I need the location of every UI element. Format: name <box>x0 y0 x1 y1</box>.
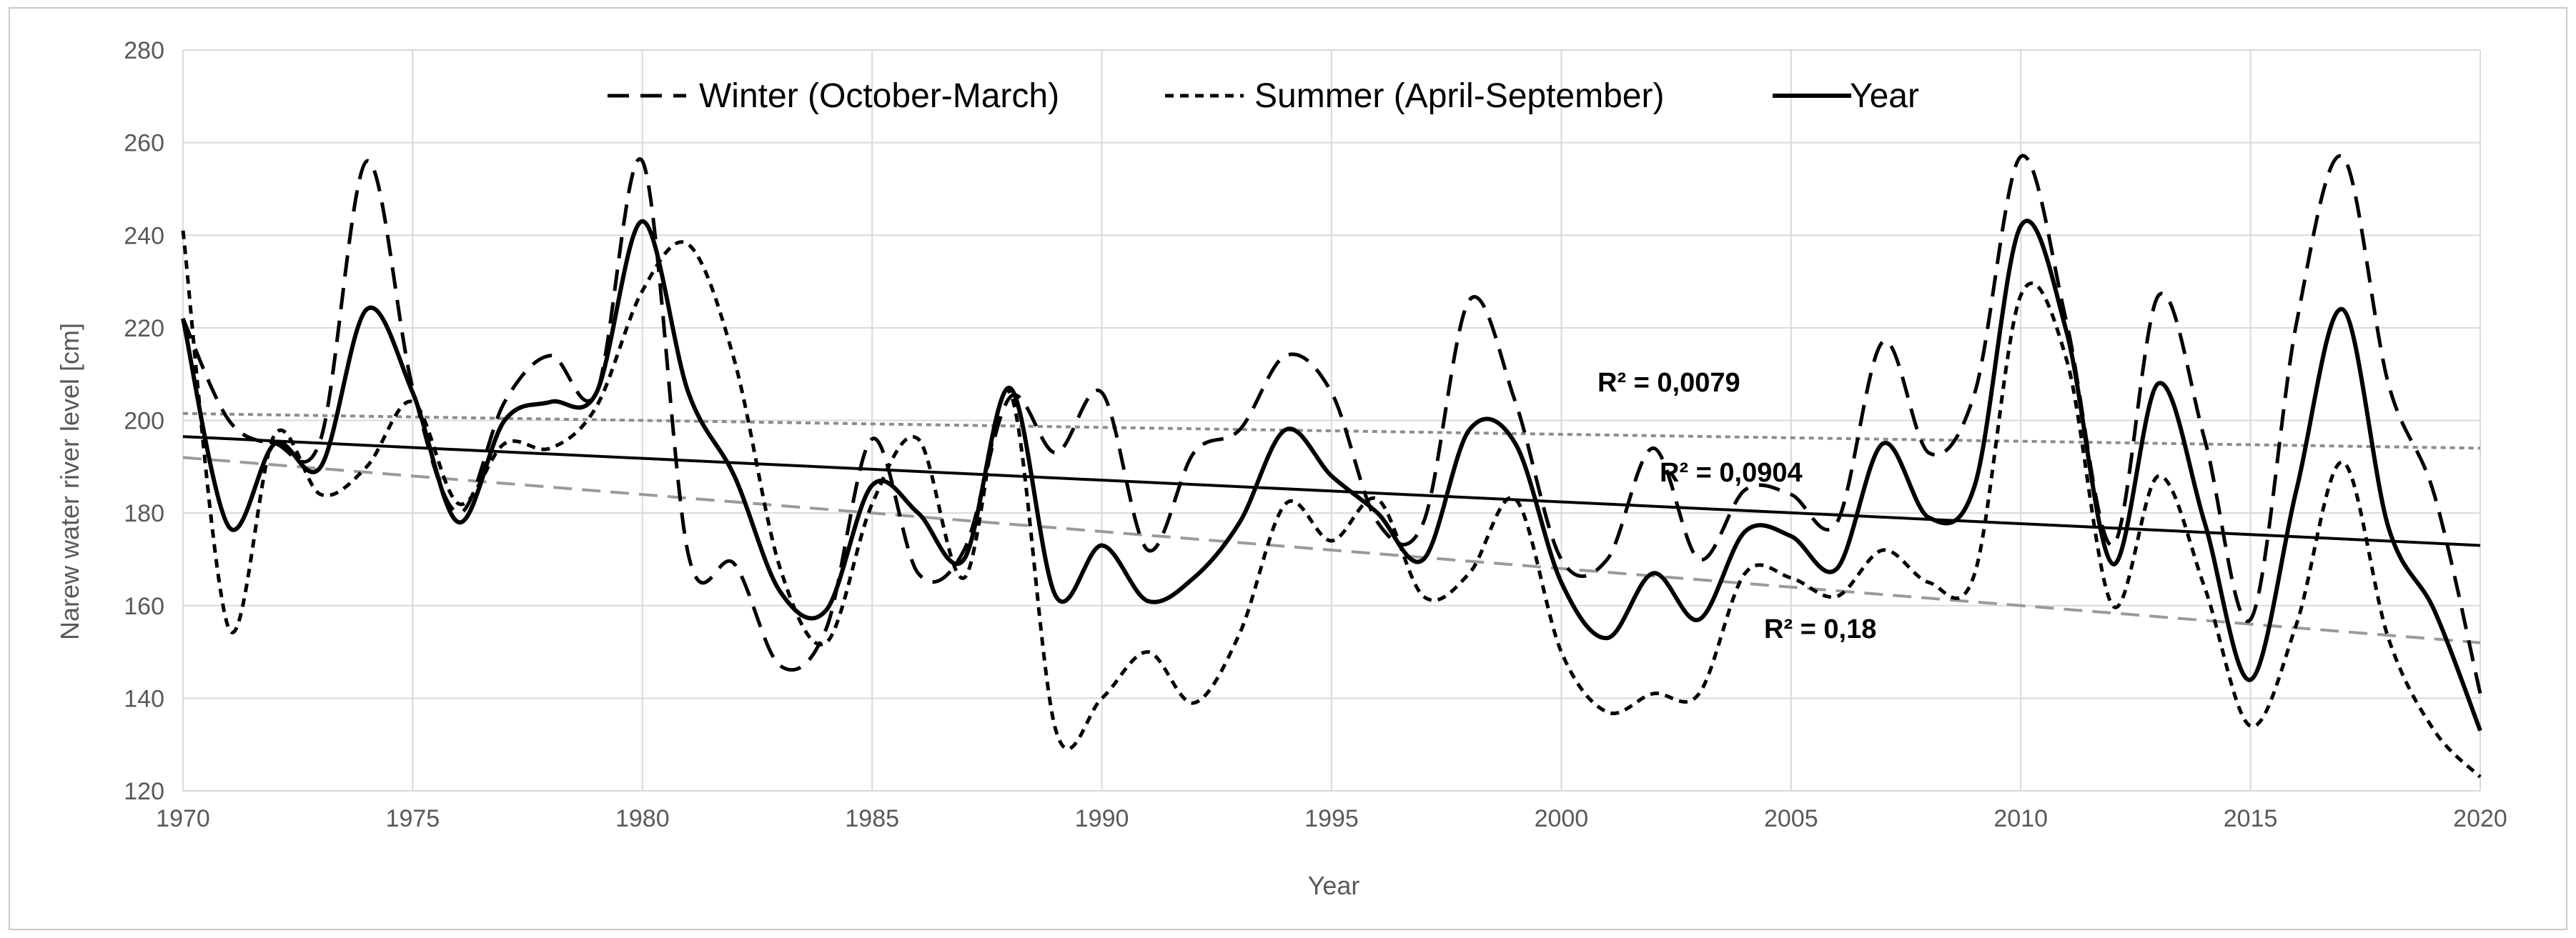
trendline-summer <box>182 411 2481 450</box>
x-tick-label: 2015 <box>2224 805 2278 832</box>
y-tick-label: 240 <box>124 222 164 249</box>
series-line-winter <box>181 154 2482 694</box>
x-tick-label: 1995 <box>1304 805 1359 832</box>
grid-layer <box>182 49 2481 792</box>
x-tick-label: 1970 <box>156 805 210 832</box>
legend: Winter (October-March) Summer (April-Sept… <box>608 77 1919 115</box>
trendline-year <box>182 435 2481 547</box>
y-tick-label: 220 <box>124 315 164 342</box>
y-tick-label: 180 <box>124 500 164 527</box>
x-tick-label: 2000 <box>1535 805 1589 832</box>
legend-label: Year <box>1850 77 1919 115</box>
x-axis-title: Year <box>1308 871 1360 900</box>
y-axis-title: Narew water river level [cm] <box>55 323 84 640</box>
r2-label-winter: R² = 0,18 <box>1764 614 1876 644</box>
y-tick-label: 140 <box>124 685 164 712</box>
y-tick-label: 200 <box>124 408 164 435</box>
x-tick-label: 1990 <box>1075 805 1129 832</box>
legend-label: Summer (April-September) <box>1254 77 1664 115</box>
series-lines <box>181 154 2482 779</box>
x-tick-label: 1980 <box>615 805 670 832</box>
x-tick-label: 2010 <box>1993 805 2048 832</box>
r2-label-year: R² = 0,0904 <box>1660 458 1803 488</box>
y-tick-label: 260 <box>124 130 164 157</box>
series-line-summer <box>181 230 2482 779</box>
series-line-year <box>181 219 2482 732</box>
r2-labels: R² = 0,0079 R² = 0,0904 R² = 0,18 <box>1597 368 1876 644</box>
trendlines <box>182 411 2481 644</box>
y-tick-label: 280 <box>124 37 164 64</box>
y-tick-label: 160 <box>124 593 164 620</box>
x-tick-label: 1975 <box>386 805 440 832</box>
trendline-winter <box>182 456 2481 644</box>
y-tick-label: 120 <box>124 778 164 805</box>
tick-labels: 120 140 160 180 200 220 240 260 280 1970 1975 1980 1… <box>124 37 2507 832</box>
x-tick-label: 2020 <box>2453 805 2507 832</box>
x-tick-label: 2005 <box>1764 805 1818 832</box>
x-tick-label: 1985 <box>845 805 899 832</box>
legend-label: Winter (October-March) <box>699 77 1059 115</box>
r2-label-summer: R² = 0,0079 <box>1597 368 1740 398</box>
